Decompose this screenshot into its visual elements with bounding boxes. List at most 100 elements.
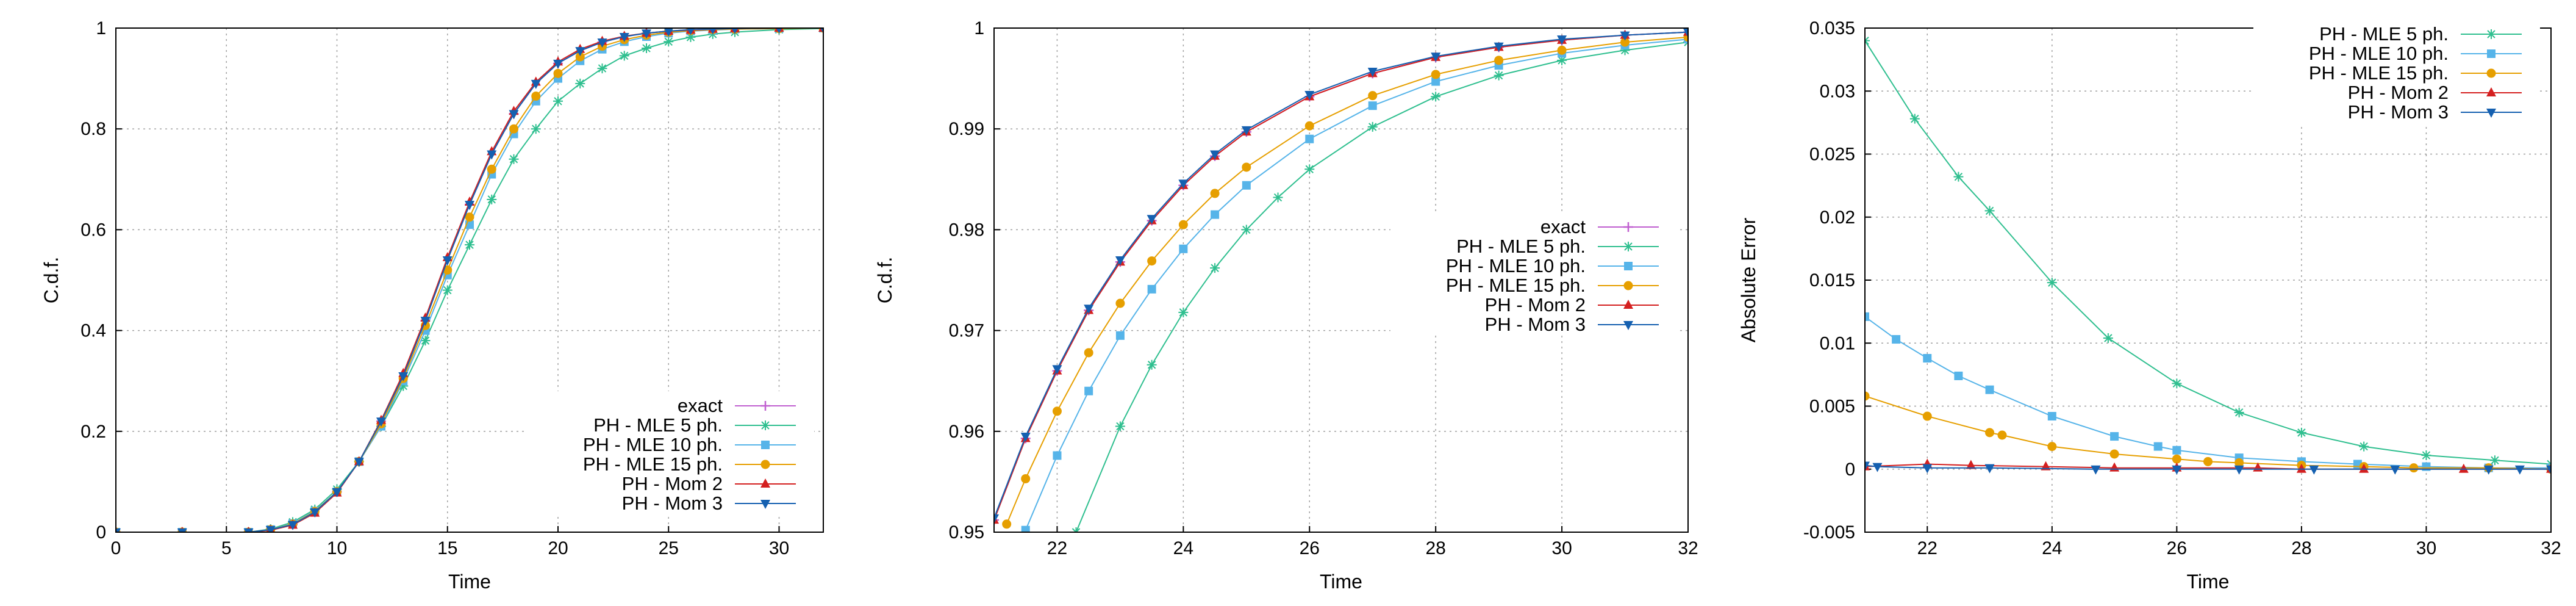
data-point-mom3 bbox=[1494, 42, 1504, 52]
data-point-mom3 bbox=[553, 59, 563, 69]
y-tick-label: 0.015 bbox=[1809, 270, 1855, 290]
data-point-mom3 bbox=[619, 33, 629, 43]
cdf-full-chart: 0 5 10 15 20 25 30 0 0.2 0.4 0.6 0.8 1 Time C.d.f. exac… bbox=[40, 18, 824, 593]
y-tick-label: -0.005 bbox=[1803, 522, 1855, 543]
data-point-mom3 bbox=[664, 28, 673, 37]
legend-marker-mle15 bbox=[1623, 281, 1633, 290]
y-tick-label: 0.02 bbox=[1820, 207, 1855, 228]
plot-area bbox=[1865, 35, 2551, 475]
legend-marker-mle10 bbox=[2487, 49, 2496, 58]
plot-area bbox=[116, 28, 823, 532]
legend-label-mle10: PH - MLE 10 ph. bbox=[1446, 255, 1586, 276]
y-tick-label: 0.8 bbox=[80, 119, 106, 139]
data-point-mom3 bbox=[1620, 31, 1630, 41]
data-point-mle5 bbox=[487, 194, 497, 204]
data-point-mom3 bbox=[1210, 150, 1220, 160]
data-point-mom3 bbox=[465, 201, 474, 211]
data-point-mle15 bbox=[575, 52, 585, 62]
data-point-mom3 bbox=[1922, 464, 1933, 474]
legend-label-mle5: PH - MLE 5 ph. bbox=[1456, 236, 1586, 257]
data-point-mom2 bbox=[2109, 462, 2120, 472]
data-point-mom2 bbox=[1966, 460, 1976, 469]
data-point-mle5 bbox=[575, 78, 585, 88]
data-point-mle15 bbox=[1178, 220, 1188, 229]
data-point-mom2 bbox=[2296, 463, 2306, 473]
data-point-mle15 bbox=[531, 92, 541, 101]
legend-marker-mom2 bbox=[2486, 87, 2496, 96]
data-point-mle15 bbox=[2409, 463, 2419, 473]
data-point-mle10 bbox=[1179, 244, 1188, 253]
y-tick-label: 0.025 bbox=[1809, 145, 1855, 165]
x-tick-label: 28 bbox=[1425, 538, 1445, 558]
legend-marker-mle15 bbox=[760, 460, 770, 469]
x-tick-label: 24 bbox=[2042, 538, 2062, 558]
data-point-mle5 bbox=[1909, 114, 1920, 124]
data-point-mle5 bbox=[2234, 407, 2244, 417]
y-tick-label: 1 bbox=[974, 18, 984, 38]
data-point-mle10 bbox=[1368, 101, 1377, 110]
data-point-mle5 bbox=[442, 285, 453, 295]
legend-label-mle10: PH - MLE 10 ph. bbox=[583, 434, 723, 455]
x-tick-label: 30 bbox=[2416, 538, 2436, 558]
y-axis-label: C.d.f. bbox=[40, 257, 62, 303]
legend-background bbox=[1390, 212, 1677, 336]
data-point-mle15 bbox=[1021, 474, 1031, 483]
legend-marker-mle5 bbox=[760, 420, 770, 430]
data-point-mle10 bbox=[2110, 432, 2119, 441]
y-tick-label: 1 bbox=[96, 18, 106, 38]
data-point-mom3 bbox=[1984, 464, 1995, 474]
data-point-mom3 bbox=[177, 528, 187, 532]
legend-label-mle15: PH - MLE 15 ph. bbox=[1446, 275, 1586, 296]
legend-marker-mle5 bbox=[2486, 29, 2496, 39]
data-point-exact bbox=[994, 515, 999, 525]
legend-background bbox=[528, 391, 814, 514]
data-point-mle15 bbox=[1494, 56, 1504, 65]
data-point-mom3 bbox=[2546, 465, 2551, 475]
data-point-mom3 bbox=[376, 417, 386, 427]
data-point-mle15 bbox=[1985, 428, 1995, 438]
plot-frame bbox=[993, 27, 1689, 533]
data-point-mle10 bbox=[1865, 312, 1869, 321]
x-tick-label: 30 bbox=[1551, 538, 1572, 558]
data-point-mle5 bbox=[553, 96, 563, 106]
data-point-mle10 bbox=[2047, 412, 2056, 421]
data-point-mle5 bbox=[465, 240, 474, 250]
legend-label-mom3: PH - Mom 3 bbox=[1485, 314, 1586, 335]
data-point-mle10 bbox=[1892, 335, 1901, 344]
y-tick-label: 0.2 bbox=[80, 422, 106, 442]
x-tick-label: 5 bbox=[221, 538, 232, 558]
data-point-mle5 bbox=[1984, 206, 1995, 216]
data-point-mom3 bbox=[731, 28, 739, 34]
data-point-mom3 bbox=[709, 28, 717, 35]
data-point-mle10 bbox=[1923, 354, 1932, 363]
x-tick-label: 24 bbox=[1173, 538, 1193, 558]
series-line-mle15 bbox=[1006, 36, 1688, 525]
x-tick-label: 25 bbox=[659, 538, 679, 558]
data-point-mle5 bbox=[1367, 121, 1378, 132]
data-point-mle10 bbox=[1021, 525, 1030, 532]
y-tick-label: 0.005 bbox=[1809, 397, 1855, 417]
data-point-mle15 bbox=[2234, 458, 2244, 467]
data-point-mom3 bbox=[2309, 465, 2319, 475]
y-tick-label: 0.035 bbox=[1809, 18, 1855, 38]
data-point-mle5 bbox=[1431, 92, 1441, 102]
data-point-mom3 bbox=[2091, 465, 2101, 475]
data-point-mle15 bbox=[2172, 454, 2181, 464]
y-tick-label: 0.01 bbox=[1820, 333, 1855, 353]
legend-label-mle10: PH - MLE 10 ph. bbox=[2309, 43, 2449, 64]
x-tick-label: 32 bbox=[1678, 538, 1698, 558]
data-point-mle5 bbox=[1273, 192, 1283, 203]
legend-label-exact: exact bbox=[678, 395, 723, 416]
data-point-mle5 bbox=[2296, 427, 2306, 438]
legend-label-mom2: PH - Mom 2 bbox=[2348, 82, 2449, 103]
data-point-mle15 bbox=[1304, 121, 1314, 131]
data-point-mle5 bbox=[1147, 359, 1157, 370]
data-point-mom3 bbox=[2172, 465, 2182, 475]
data-point-mle15 bbox=[1115, 298, 1125, 308]
data-point-mle15 bbox=[553, 68, 563, 78]
y-tick-label: 0 bbox=[96, 522, 106, 543]
data-point-mle5 bbox=[1178, 307, 1189, 317]
data-point-mom3 bbox=[398, 372, 409, 381]
